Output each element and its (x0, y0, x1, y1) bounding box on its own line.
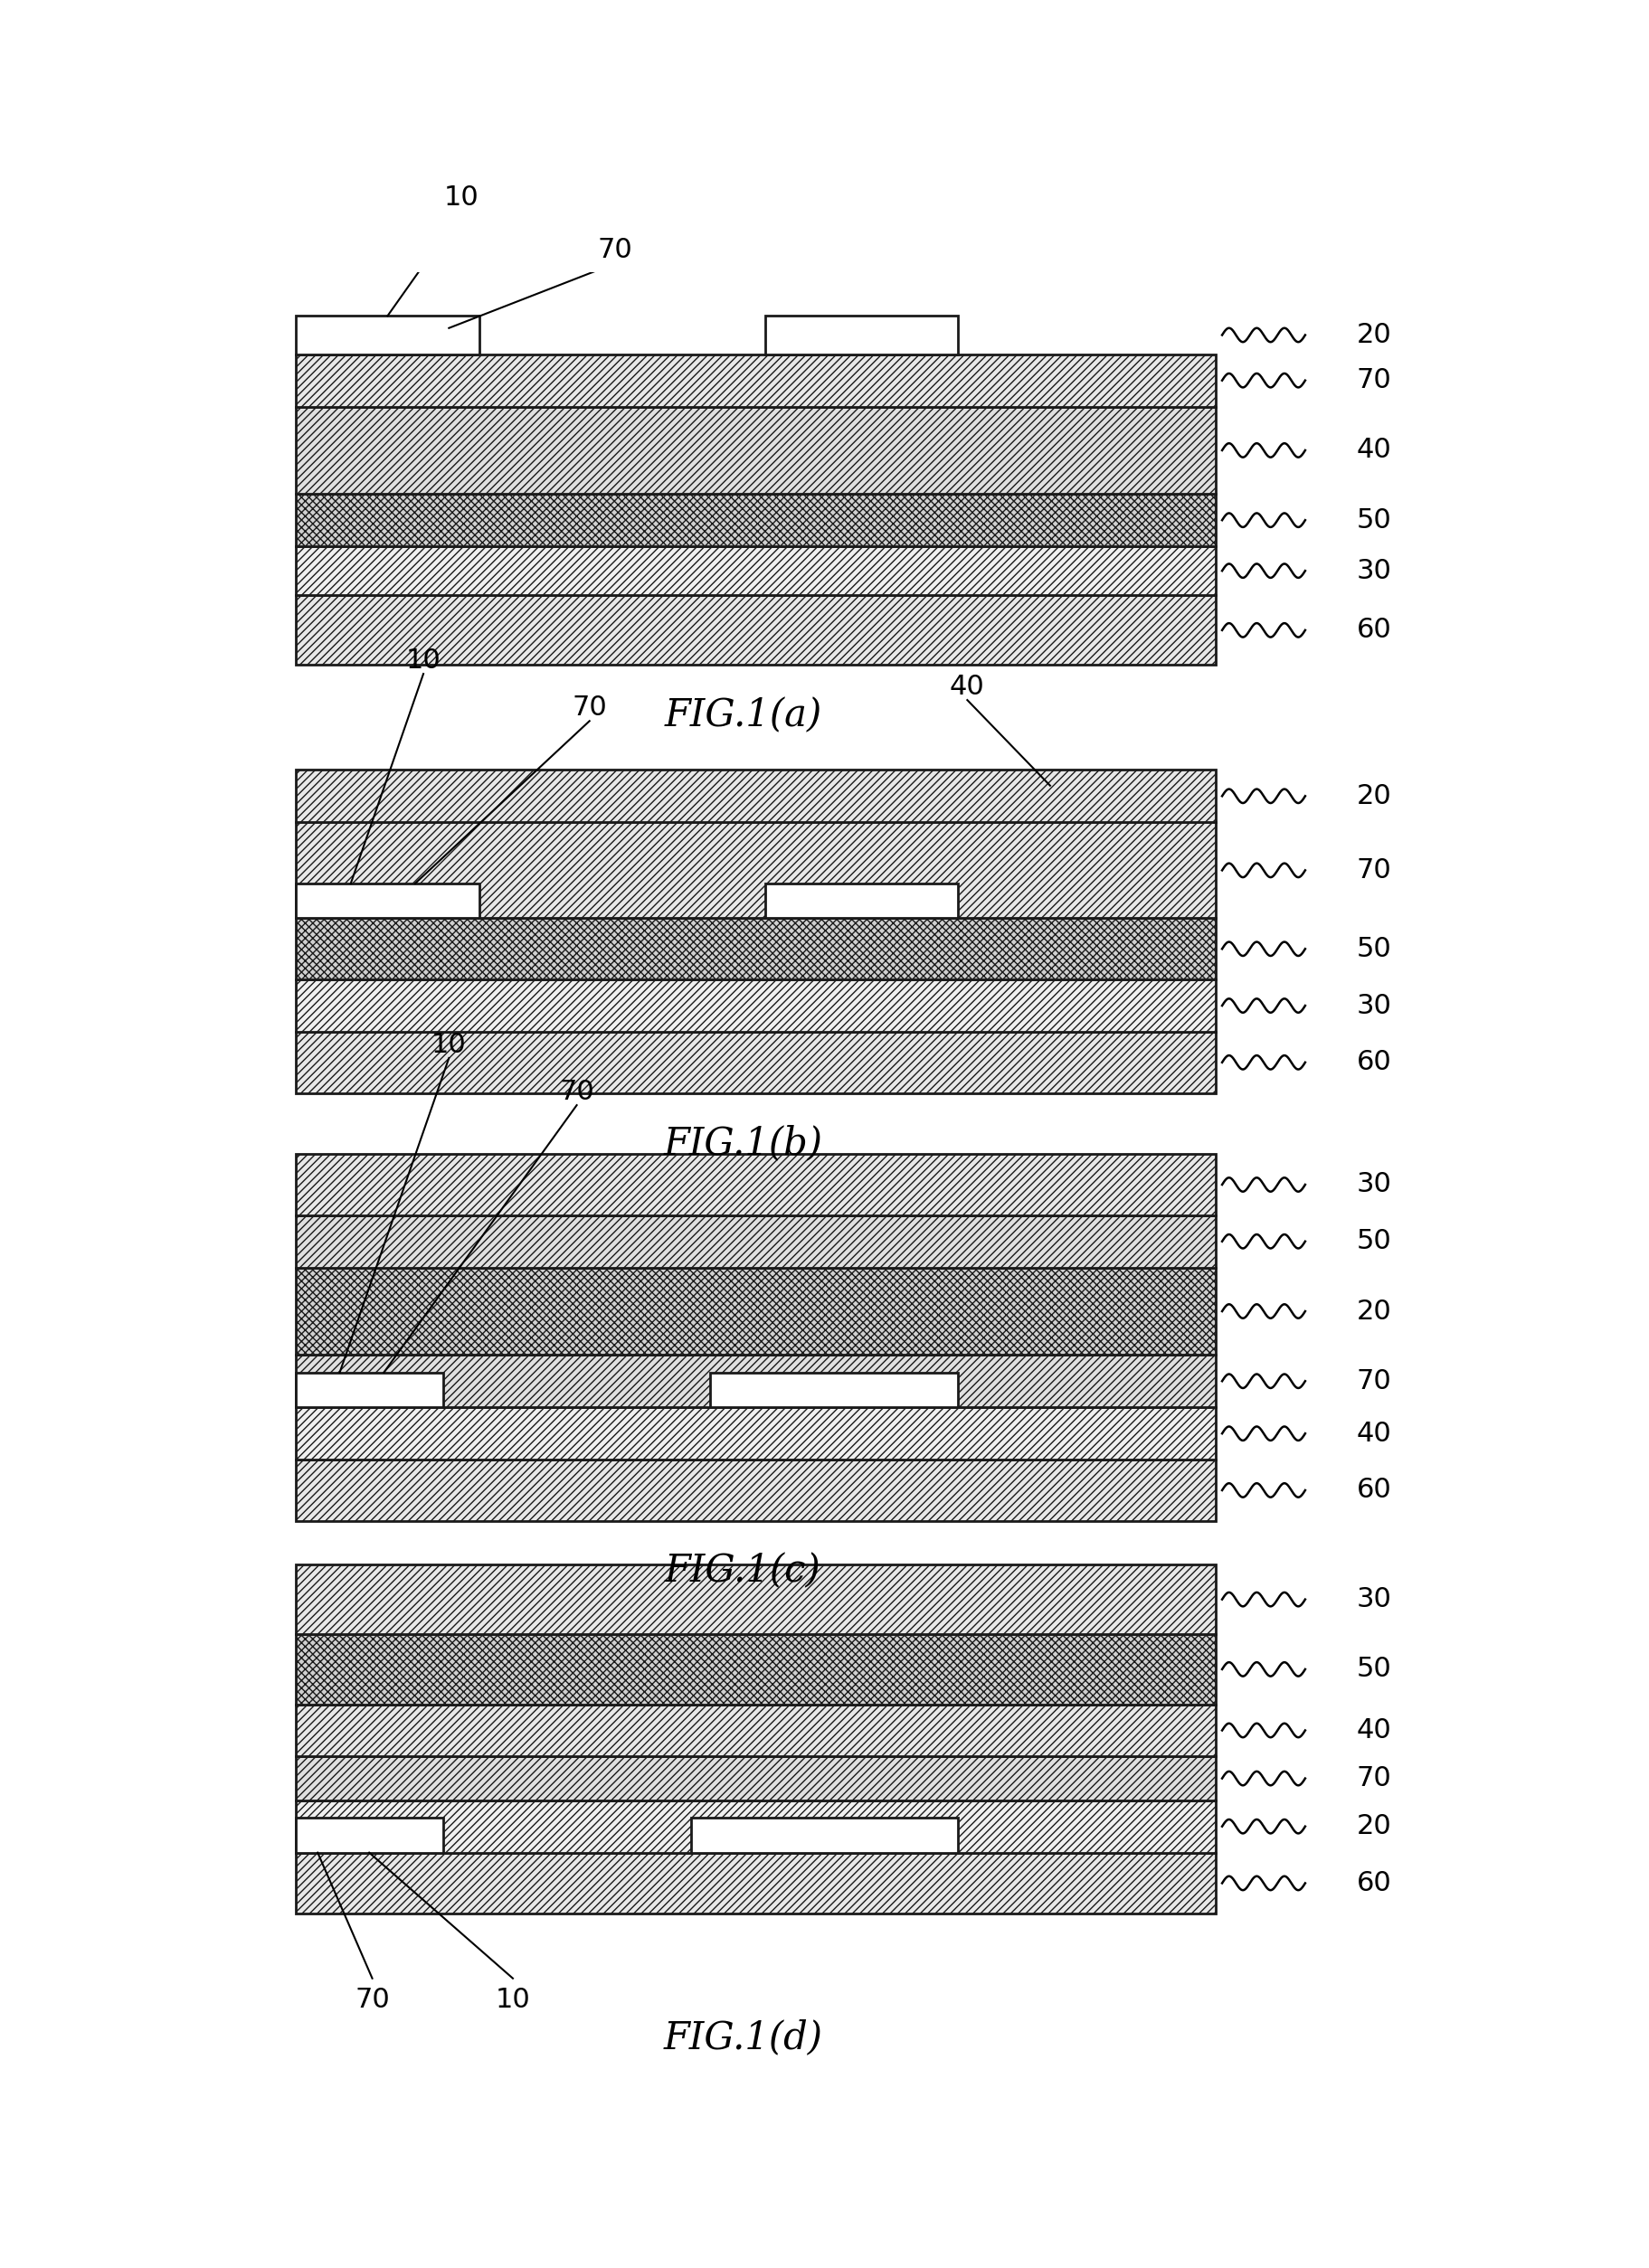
Text: 10: 10 (495, 1987, 531, 2014)
Text: 70: 70 (572, 694, 607, 721)
Bar (295, 1703, 1215, 1758)
Text: 40: 40 (1355, 1420, 1392, 1447)
Text: FIG.1(d): FIG.1(d) (663, 2019, 823, 2057)
Bar (295, 1817, 444, 1853)
Bar (295, 919, 1215, 980)
Bar (295, 980, 1215, 1032)
Text: 50: 50 (1355, 508, 1392, 533)
Text: 60: 60 (1355, 1476, 1392, 1504)
Text: 70: 70 (559, 1080, 594, 1105)
Bar (295, 594, 1215, 665)
Text: 20: 20 (1355, 782, 1392, 810)
Text: 50: 50 (1355, 1656, 1392, 1683)
Bar (295, 882, 480, 919)
Bar (295, 1565, 1215, 1635)
Text: 60: 60 (1355, 1871, 1392, 1896)
Bar (691, 1817, 958, 1853)
Text: 50: 50 (1355, 937, 1392, 962)
Bar (295, 1406, 1215, 1461)
Text: FIG.1(b): FIG.1(b) (663, 1125, 823, 1163)
Text: 70: 70 (1355, 1368, 1392, 1395)
Text: 40: 40 (950, 674, 984, 701)
Bar (295, 494, 1215, 547)
Text: 70: 70 (355, 1987, 389, 2014)
Text: 50: 50 (1355, 1229, 1392, 1254)
Bar (295, 547, 1215, 594)
Bar (295, 1461, 1215, 1522)
Bar (765, 882, 958, 919)
Text: 40: 40 (1355, 1717, 1392, 1744)
Text: 30: 30 (1355, 1585, 1392, 1613)
Bar (709, 1372, 958, 1406)
Text: 70: 70 (1355, 1765, 1392, 1792)
Text: 20: 20 (1355, 322, 1392, 349)
Text: 30: 30 (1355, 993, 1392, 1018)
Text: 70: 70 (1355, 857, 1392, 885)
Text: 30: 30 (1355, 1173, 1392, 1198)
Bar (295, 1216, 1215, 1268)
Bar (295, 823, 1215, 919)
Text: 70: 70 (1355, 367, 1392, 395)
Bar (295, 1635, 1215, 1703)
Bar (295, 1032, 1215, 1093)
Bar (295, 1853, 1215, 1914)
Text: 40: 40 (1355, 438, 1392, 463)
Bar (295, 1154, 1215, 1216)
Bar (295, 315, 480, 354)
Bar (295, 406, 1215, 494)
Text: 60: 60 (1355, 617, 1392, 644)
Text: 20: 20 (1355, 1814, 1392, 1839)
Bar (765, 315, 958, 354)
Bar (295, 1755, 1215, 1801)
Text: 10: 10 (406, 649, 440, 674)
Text: FIG.1(c): FIG.1(c) (665, 1551, 821, 1590)
Text: 20: 20 (1355, 1297, 1392, 1325)
Text: 10: 10 (444, 184, 480, 211)
Bar (295, 1354, 1215, 1406)
Bar (295, 1801, 1215, 1853)
Bar (295, 1372, 444, 1406)
Text: 10: 10 (432, 1032, 467, 1057)
Text: FIG.1(a): FIG.1(a) (665, 696, 821, 735)
Bar (295, 769, 1215, 823)
Text: 60: 60 (1355, 1050, 1392, 1075)
Text: 70: 70 (597, 238, 633, 263)
Text: 30: 30 (1355, 558, 1392, 583)
Bar (295, 354, 1215, 406)
Bar (295, 1268, 1215, 1354)
